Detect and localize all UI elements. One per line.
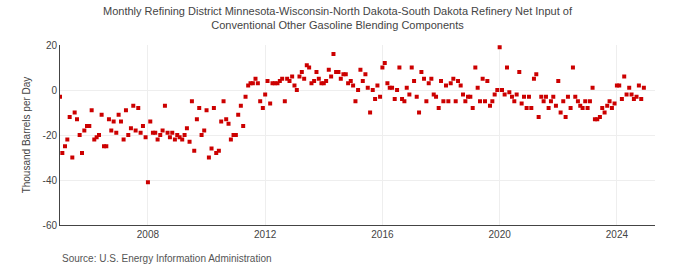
svg-text:2012: 2012 <box>254 229 277 240</box>
svg-text:2020: 2020 <box>489 229 512 240</box>
svg-text:-60: -60 <box>43 220 58 231</box>
svg-text:20: 20 <box>46 40 58 51</box>
svg-text:Source: U.S. Energy Informatio: Source: U.S. Energy Information Administ… <box>62 253 272 264</box>
svg-text:Monthly Refining District Minn: Monthly Refining District Minnesota-Wisc… <box>103 5 573 31</box>
svg-text:Thousand Barrels per Day: Thousand Barrels per Day <box>21 77 32 194</box>
svg-text:2016: 2016 <box>371 229 394 240</box>
svg-text:0: 0 <box>51 85 57 96</box>
svg-text:2008: 2008 <box>137 229 160 240</box>
svg-text:-40: -40 <box>43 175 58 186</box>
svg-text:2024: 2024 <box>606 229 629 240</box>
svg-text:-20: -20 <box>43 130 58 141</box>
